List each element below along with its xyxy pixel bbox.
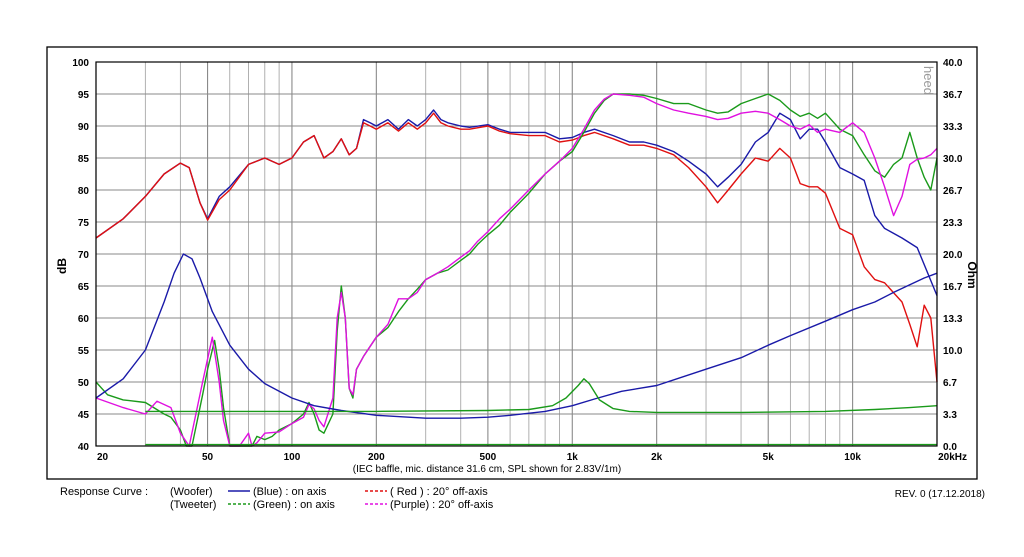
- y-left-tick-label: 55: [78, 346, 90, 357]
- x-tick-labels: 20 50 100 200 500 1k 2k 5k 10k 20kHz: [97, 452, 967, 463]
- y-right-tick-label: 10.0: [943, 346, 963, 357]
- y-right-tick-label: 20.0: [943, 250, 963, 261]
- legend-label-green: (Green) : on axis: [253, 499, 335, 511]
- legend: Response Curve : (Woofer) (Blue) : on ax…: [60, 486, 494, 511]
- series-line-5: [145, 378, 938, 414]
- curves: [95, 93, 938, 447]
- x-tick-label: 1k: [567, 452, 579, 463]
- y-right-tick-label: 36.7: [943, 90, 963, 101]
- y-right-tick-label: 0.0: [943, 442, 957, 453]
- y-right-tick-label: 26.7: [943, 186, 963, 197]
- y-right-tick-label: 23.3: [943, 218, 963, 229]
- x-tick-label: 20kHz: [938, 452, 967, 463]
- legend-label-blue: (Blue) : on axis: [253, 486, 327, 498]
- x-tick-label: 500: [480, 452, 497, 463]
- y-right-tick-label: 6.7: [943, 378, 957, 389]
- legend-row-tweeter-name: (Tweeter): [170, 499, 216, 511]
- y-left-tick-label: 85: [78, 154, 90, 165]
- y-left-tick-label: 50: [78, 378, 90, 389]
- y-left-tick-label: 45: [78, 410, 90, 421]
- y-right-tick-label: 16.7: [943, 282, 963, 293]
- x-tick-label: 50: [202, 452, 214, 463]
- y-right-tick-label: 30.0: [943, 154, 963, 165]
- y-right-tick-label: 3.3: [943, 410, 957, 421]
- x-tick-label: 10k: [844, 452, 861, 463]
- outer-frame: [46, 46, 978, 480]
- y-left-tick-label: 90: [78, 122, 90, 133]
- y-right-tick-labels: 0.0 3.3 6.7 10.0 13.3 16.7 20.0 23.3 26.7 30.0 33.…: [943, 58, 963, 453]
- legend-row-woofer-name: (Woofer): [170, 486, 213, 498]
- chart-caption: (IEC baffle, mic. distance 31.6 cm, SPL …: [353, 464, 621, 475]
- y-left-tick-label: 60: [78, 314, 90, 325]
- y-left-tick-labels: 40 45 50 55 60 65 70 75 80 85 90 95 100: [72, 58, 89, 453]
- legend-title: Response Curve :: [60, 486, 148, 498]
- y-left-tick-label: 100: [72, 58, 89, 69]
- series-line-4: [95, 253, 938, 419]
- y-right-tick-label: 40.0: [943, 58, 963, 69]
- x-tick-label: 100: [284, 452, 301, 463]
- y-left-tick-label: 65: [78, 282, 90, 293]
- y-left-tick-label: 40: [78, 442, 90, 453]
- legend-label-red: ( Red ) : 20° off-axis: [390, 486, 488, 498]
- x-tick-label: 200: [368, 452, 385, 463]
- x-tick-label: 20: [97, 452, 109, 463]
- legend-label-purple: (Purple) : 20° off-axis: [390, 499, 494, 511]
- x-tick-label: 2k: [651, 452, 663, 463]
- y-left-tick-label: 70: [78, 250, 90, 261]
- series-line-1: [95, 112, 938, 383]
- y-right-axis-title: Ohm: [965, 261, 979, 288]
- y-left-tick-label: 80: [78, 186, 90, 197]
- revision-label: REV. 0 (17.12.2018): [895, 489, 985, 500]
- x-tick-label: 5k: [763, 452, 775, 463]
- watermark: heed: [921, 66, 936, 95]
- series-line-3: [95, 93, 938, 447]
- y-left-axis-title: dB: [55, 258, 69, 274]
- y-right-tick-label: 13.3: [943, 314, 963, 325]
- y-left-tick-label: 75: [78, 218, 90, 229]
- y-right-tick-label: 33.3: [943, 122, 963, 133]
- plot-border: [95, 61, 938, 447]
- y-left-tick-label: 95: [78, 90, 90, 101]
